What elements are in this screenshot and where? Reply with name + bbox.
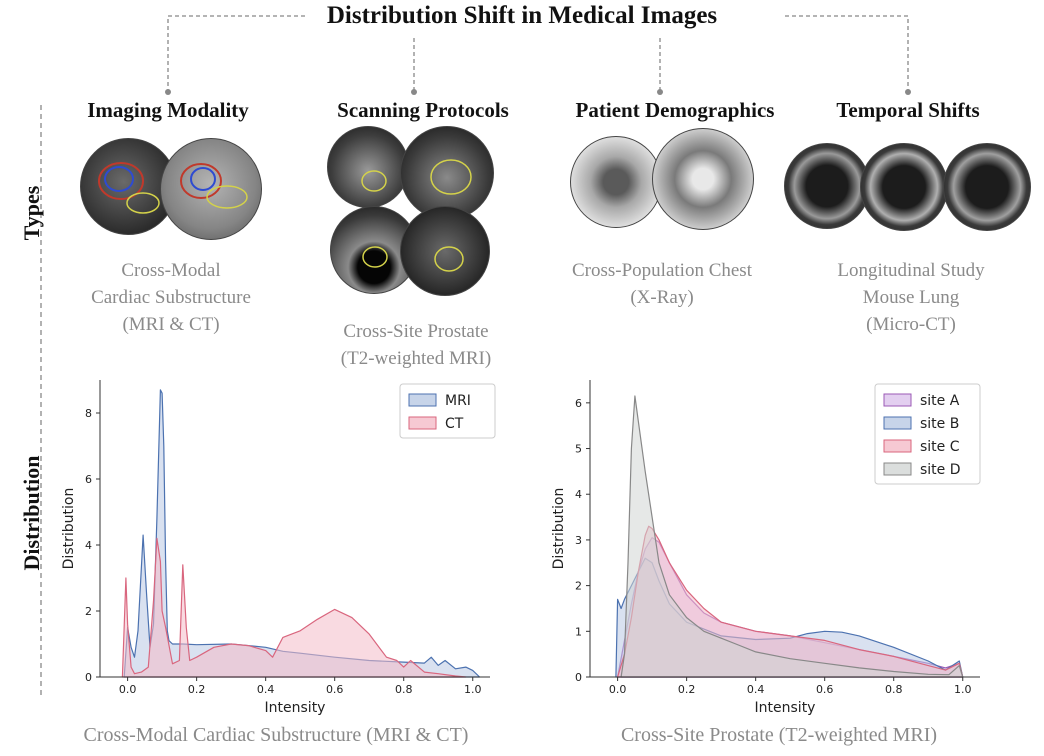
legend-swatch — [883, 462, 912, 476]
legend-swatch — [408, 393, 437, 407]
y-tick-label: 6 — [575, 397, 582, 410]
x-tick-label: 0.8 — [395, 683, 413, 696]
x-tick-label: 0.0 — [609, 683, 627, 696]
legend-label: site B — [920, 416, 959, 432]
caption-imaging-modality: Cross-Modal Cardiac Substructure (MRI & … — [41, 257, 301, 338]
legend-swatch — [883, 416, 912, 430]
x-tick-label: 0.4 — [257, 683, 275, 696]
cardiac-mri-image — [80, 138, 177, 235]
x-tick-label: 0.2 — [188, 683, 206, 696]
legend-swatch — [883, 439, 912, 453]
distribution-side-label: Distribution — [19, 455, 44, 571]
y-tick-label: 6 — [85, 473, 92, 486]
caption-temporal-shifts: Longitudinal Study Mouse Lung (Micro-CT) — [781, 257, 1041, 338]
caption-scanning-protocols: Cross-Site Prostate (T2-weighted MRI) — [286, 318, 546, 372]
legend-swatch — [408, 416, 437, 430]
prostate-mri-image-3 — [330, 206, 418, 294]
x-tick-label: 0.2 — [678, 683, 696, 696]
x-axis-label: Intensity — [755, 700, 816, 716]
chest-xray-image-1 — [570, 136, 662, 228]
mouse-lung-ct-image-2 — [860, 143, 948, 231]
x-tick-label: 1.0 — [464, 683, 482, 696]
caption-line: Cross-Site Prostate — [343, 321, 489, 342]
title-connectors — [165, 15, 911, 95]
legend-label: CT — [445, 416, 464, 432]
y-tick-label: 2 — [85, 605, 92, 618]
caption-line: Longitudinal Study — [837, 260, 985, 281]
legend-label: site C — [920, 439, 960, 455]
cardiac-ct-image — [160, 138, 262, 240]
chest-xray-image-2 — [652, 128, 754, 230]
prostate-mri-image-2 — [400, 126, 494, 220]
prostate-mri-image-4 — [400, 206, 490, 296]
caption-line: Cardiac Substructure — [91, 287, 251, 308]
caption-line: Mouse Lung — [862, 287, 960, 308]
x-tick-label: 0.0 — [119, 683, 137, 696]
y-tick-label: 4 — [575, 488, 582, 501]
x-tick-label: 0.4 — [747, 683, 765, 696]
figure-title: Distribution Shift in Medical Images — [326, 2, 718, 29]
y-tick-label: 0 — [85, 671, 92, 684]
prostate-intensity-chart: 0.0 0.2 0.4 0.6 0.8 1.0 0 1 2 3 4 5 6 Intensity Distri… — [551, 380, 981, 716]
y-tick-label: 3 — [575, 534, 582, 547]
bottom-caption-prostate: Cross-Site Prostate (T2-weighted MRI) — [620, 724, 938, 746]
caption-line: (MRI & CT) — [122, 314, 220, 335]
legend-swatch — [883, 393, 912, 407]
heading-patient-demographics: Patient Demographics — [575, 98, 775, 122]
legend-label: MRI — [445, 393, 471, 409]
series-area-site-d — [620, 395, 964, 678]
y-tick-label: 0 — [575, 671, 582, 684]
y-tick-label: 2 — [575, 580, 582, 593]
x-tick-label: 1.0 — [954, 683, 972, 696]
series-area-ct — [121, 537, 467, 678]
heading-scanning-protocols: Scanning Protocols — [337, 98, 509, 122]
legend-box — [874, 383, 981, 485]
heading-temporal-shifts: Temporal Shifts — [836, 98, 980, 122]
y-axis-label: Distribution — [61, 488, 77, 570]
y-tick-label: 1 — [575, 625, 582, 638]
x-tick-label: 0.6 — [326, 683, 344, 696]
y-tick-label: 4 — [85, 539, 92, 552]
caption-line: (X-Ray) — [630, 287, 694, 308]
caption-line: (T2-weighted MRI) — [340, 348, 492, 369]
heading-imaging-modality: Imaging Modality — [87, 98, 249, 122]
x-tick-label: 0.8 — [885, 683, 903, 696]
cardiac-intensity-chart: 0.0 0.2 0.4 0.6 0.8 1.0 0 2 4 6 8 Intensity Distribu… — [61, 380, 496, 716]
bottom-caption-cardiac: Cross-Modal Cardiac Substructure (MRI & … — [83, 724, 469, 746]
y-tick-label: 8 — [85, 407, 92, 420]
caption-line: (Micro-CT) — [866, 314, 956, 335]
types-side-label: Types — [19, 185, 44, 241]
mouse-lung-ct-image-1 — [784, 143, 870, 229]
mouse-lung-ct-image-3 — [943, 143, 1031, 231]
caption-line: Cross-Modal — [121, 260, 221, 281]
x-tick-label: 0.6 — [816, 683, 834, 696]
caption-patient-demographics: Cross-Population Chest (X-Ray) — [532, 257, 792, 311]
legend-label: site D — [920, 462, 961, 478]
x-axis-label: Intensity — [265, 700, 326, 716]
y-axis-label: Distribution — [551, 488, 567, 570]
caption-line: Cross-Population Chest — [572, 260, 752, 281]
y-tick-label: 5 — [575, 443, 582, 456]
legend-label: site A — [920, 393, 960, 409]
prostate-mri-image-1 — [327, 126, 409, 208]
